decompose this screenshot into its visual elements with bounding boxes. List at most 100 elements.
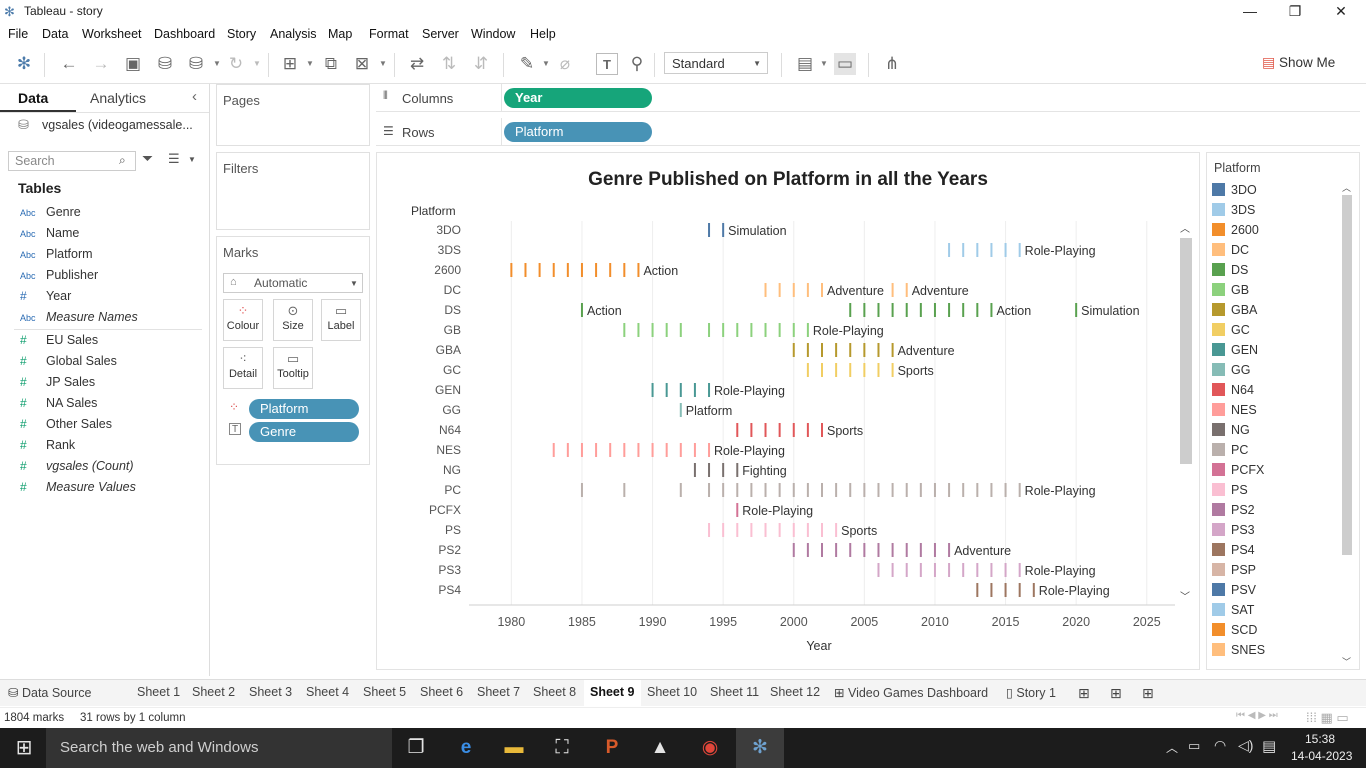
tab-sheet-2[interactable]: Sheet 2 (192, 685, 236, 699)
duplicate-sheet-icon[interactable]: ⧉ (324, 54, 338, 73)
tab-analytics[interactable]: Analytics (90, 90, 147, 106)
wifi-icon[interactable]: ◠ (1214, 737, 1227, 753)
refresh-icon[interactable]: ↻ (228, 54, 244, 73)
close-button[interactable]: ✕ (1335, 3, 1347, 19)
field-other-sales[interactable]: # Other Sales (20, 417, 113, 431)
view-grid-icon[interactable]: ⁞⁞⁞ ▦ ▭ (1306, 710, 1349, 725)
new-worksheet-icon[interactable]: ⊞ (282, 54, 298, 73)
platform-colour-pill[interactable]: Platform (249, 399, 359, 419)
show-cards-icon[interactable]: ▤ (796, 54, 814, 73)
file-explorer-icon[interactable]: ▬ (504, 737, 524, 758)
legend-item[interactable]: NG (1212, 423, 1250, 443)
legend-item[interactable]: PCFX (1212, 463, 1264, 483)
legend-item[interactable]: DS (1212, 263, 1248, 283)
field-eu-sales[interactable]: # EU Sales (20, 333, 99, 347)
tab-sheet-10[interactable]: Sheet 10 (647, 685, 698, 699)
collapse-icon[interactable]: ‹ (192, 88, 197, 105)
redo-icon[interactable]: → (92, 54, 110, 73)
worksheet-view[interactable]: Genre Published on Platform in all the Y… (376, 152, 1200, 670)
legend-item[interactable]: PC (1212, 443, 1248, 463)
save-icon[interactable]: ▣ (124, 54, 142, 73)
tab-sheet-3[interactable]: Sheet 3 (249, 685, 293, 699)
field-genre[interactable]: Abc Genre (20, 205, 81, 219)
rows-shelf[interactable]: ☰ Rows Platform (376, 118, 1360, 146)
share-icon[interactable]: ⋔ (884, 54, 900, 73)
field-measure-names[interactable]: Abc Measure Names (20, 310, 138, 324)
legend-item[interactable]: PSV (1212, 583, 1256, 603)
menu-worksheet[interactable]: Worksheet (82, 27, 142, 41)
mark-type-dropdown[interactable]: ⌂ Automatic ▼ (223, 273, 363, 293)
tab-sheet-6[interactable]: Sheet 6 (420, 685, 464, 699)
fit-dropdown[interactable]: Standard ▼ (664, 52, 768, 74)
clear-sheet-icon[interactable]: ⊠ (354, 54, 370, 73)
show-hidden-icons[interactable]: ︿ (1166, 741, 1179, 755)
platform-legend[interactable]: Platform 3DO 3DS 2600 DC DS GB GBA GC GEN GG N64 NE… (1206, 152, 1360, 670)
new-story-tab-icon[interactable]: ⊞ (1142, 685, 1154, 701)
photos-icon[interactable]: ▲ (650, 737, 670, 758)
show-labels-icon[interactable]: T (596, 53, 618, 75)
colour-button[interactable]: ⁘ Colour (223, 299, 263, 341)
menu-window[interactable]: Window (471, 27, 516, 41)
battery-icon[interactable]: ▭ (1188, 738, 1201, 753)
tab-data[interactable]: Data (18, 90, 49, 106)
taskbar-search-box[interactable]: Search the web and Windows (46, 728, 392, 768)
sheet-navigation-icon[interactable]: ⏮ ◀ ▶ ⏭ (1236, 710, 1278, 721)
field-platform[interactable]: Abc Platform (20, 247, 93, 261)
legend-item[interactable]: GC (1212, 323, 1250, 343)
menu-format[interactable]: Format (369, 27, 409, 41)
legend-item[interactable]: SNES (1212, 643, 1265, 663)
chevron-down-icon[interactable]: ▼ (820, 59, 828, 68)
menu-story[interactable]: Story (227, 27, 257, 41)
vertical-scrollbar[interactable]: ︿ ﹀ (1180, 222, 1192, 606)
filters-card[interactable]: Filters (216, 152, 370, 230)
legend-item[interactable]: DC (1212, 243, 1249, 263)
legend-item[interactable]: 3DO (1212, 183, 1257, 203)
minimize-button[interactable]: — (1243, 3, 1257, 19)
legend-item[interactable]: PSP (1212, 563, 1256, 583)
tab-sheet-8[interactable]: Sheet 8 (533, 685, 577, 699)
swap-rows-columns-icon[interactable]: ⇄ (409, 54, 425, 73)
detail-button[interactable]: ⁖ Detail (223, 347, 263, 389)
legend-item[interactable]: SAT (1212, 603, 1254, 623)
menu-map[interactable]: Map (328, 27, 353, 41)
field-global-sales[interactable]: # Global Sales (20, 354, 117, 368)
data-source-tab[interactable]: ⛁ Data Source (8, 686, 92, 700)
legend-scrollbar[interactable]: ︿ ﹀ (1342, 183, 1352, 669)
label-button[interactable]: ▭ Label (321, 299, 361, 341)
field-name[interactable]: Abc Name (20, 226, 80, 240)
field-vgsales-count[interactable]: # vgsales (Count) (20, 459, 134, 473)
legend-item[interactable]: SCD (1212, 623, 1257, 643)
undo-icon[interactable]: ← (60, 54, 78, 73)
menu-dashboard[interactable]: Dashboard (154, 27, 216, 41)
field-jp-sales[interactable]: # JP Sales (20, 375, 96, 389)
legend-item[interactable]: PS3 (1212, 523, 1255, 543)
dashboard-tab[interactable]: ⊞ Video Games Dashboard (834, 686, 989, 700)
field-na-sales[interactable]: # NA Sales (20, 396, 98, 410)
tab-sheet-4[interactable]: Sheet 4 (306, 685, 350, 699)
legend-item[interactable]: PS4 (1212, 543, 1255, 563)
legend-item[interactable]: GB (1212, 283, 1249, 303)
legend-item[interactable]: GBA (1212, 303, 1257, 323)
sort-descending-icon[interactable]: ⇵ (473, 54, 489, 73)
chevron-down-icon[interactable]: ▼ (542, 59, 550, 68)
tab-sheet-7[interactable]: Sheet 7 (477, 685, 521, 699)
new-datasource-icon[interactable]: ⛁ (157, 54, 173, 73)
pause-updates-icon[interactable]: ⛁ (188, 54, 204, 73)
edge-browser-icon[interactable]: e (460, 737, 472, 758)
task-view-icon[interactable]: ❐ (407, 737, 425, 758)
field-measure-values[interactable]: # Measure Values (20, 480, 136, 494)
filter-icon[interactable]: ⏷ (142, 150, 154, 166)
scroll-up-icon[interactable]: ︿ (1342, 183, 1352, 193)
group-members-icon[interactable]: ⌀ (559, 54, 571, 73)
powerpoint-icon[interactable]: P (605, 737, 619, 758)
volume-icon[interactable]: ◁) (1238, 737, 1254, 753)
highlight-icon[interactable]: ✎ (519, 54, 535, 73)
tab-sheet-1[interactable]: Sheet 1 (137, 685, 181, 699)
field-publisher[interactable]: Abc Publisher (20, 268, 99, 282)
windows-start-icon[interactable]: ⊞ (15, 737, 33, 759)
platform-row-pill[interactable]: Platform (504, 122, 652, 142)
tooltip-button[interactable]: ▭ Tooltip (273, 347, 313, 389)
store-icon[interactable]: ⛶ (555, 737, 569, 758)
show-me-button[interactable]: ▤ Show Me (1262, 54, 1335, 71)
fix-axes-icon[interactable]: ⚲ (630, 54, 644, 73)
